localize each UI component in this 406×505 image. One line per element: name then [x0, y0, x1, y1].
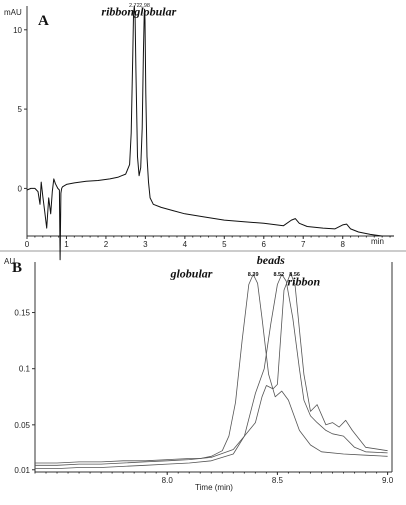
- y-tick-label: 5: [18, 105, 23, 114]
- x-tick-label: 3: [143, 240, 148, 249]
- panel-letter: A: [38, 13, 49, 29]
- y-tick-label: 0.15: [14, 309, 30, 318]
- series-line-3: [35, 272, 388, 466]
- x-tick-label: 6: [262, 240, 267, 249]
- y-tick-label: 0.01: [14, 466, 30, 475]
- series-line-1: [35, 274, 388, 464]
- x-tick-label: 2: [104, 240, 109, 249]
- panel-a: 0 1 2 3 4 5 6 7 8 0 5 10 mAU min A 2.72 2.98 ribbon globul…: [4, 3, 394, 261]
- panel-b: 8.0 8.5 9.0 0.01 0.05 0.1 0.15 AU Time (min) B 8.3…: [4, 253, 394, 492]
- peak-label: 8.52: [273, 272, 284, 278]
- y-axis-label: mAU: [4, 8, 22, 17]
- peak-annotation: globular: [169, 267, 212, 281]
- x-tick-label: 5: [222, 240, 227, 249]
- peak-label: 2.98: [139, 3, 150, 9]
- y-tick-label: 0.05: [14, 421, 30, 430]
- peak-annotation: globular: [133, 5, 176, 19]
- x-tick-label: 1: [64, 240, 69, 249]
- x-tick-label: 8: [340, 240, 345, 249]
- x-tick-label: 0: [25, 240, 30, 249]
- peak-annotation: beads: [257, 253, 285, 267]
- y-tick-label: 0.1: [19, 365, 31, 374]
- peak-label: 8.56: [289, 272, 300, 278]
- x-axis-label: min: [371, 237, 384, 246]
- peak-annotation: ribbon: [101, 5, 134, 19]
- x-tick-label: 4: [183, 240, 188, 249]
- x-tick-label: 8.5: [272, 476, 284, 485]
- x-tick-label: 7: [301, 240, 306, 249]
- y-tick-label: 0: [18, 184, 23, 193]
- y-tick-label: 10: [13, 26, 22, 35]
- x-tick-label: 9.0: [382, 476, 394, 485]
- peak-label: 8.39: [248, 272, 259, 278]
- peak-annotation: ribbon: [288, 275, 321, 289]
- x-tick-label: 8.0: [162, 476, 174, 485]
- series-line-2: [35, 274, 388, 469]
- peak-label: 2.72: [129, 3, 140, 9]
- y-axis-label: AU: [4, 257, 15, 266]
- x-axis-label: Time (min): [195, 483, 233, 492]
- series-line-1: [26, 5, 394, 261]
- panel-letter: B: [12, 260, 22, 276]
